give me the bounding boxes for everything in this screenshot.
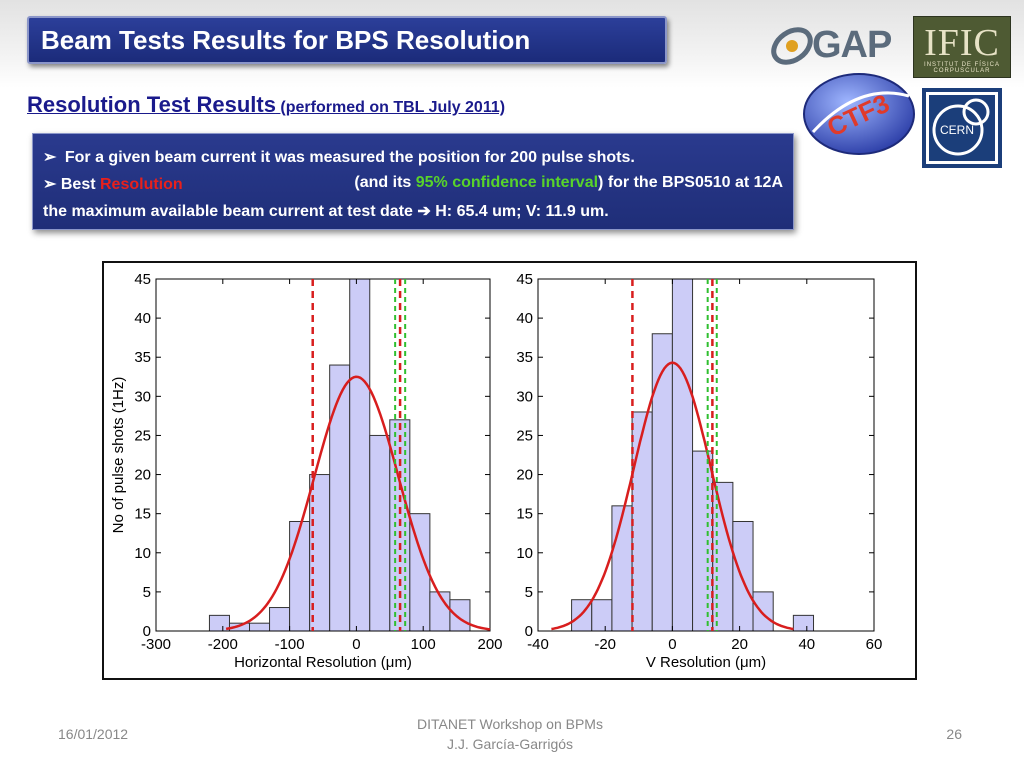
info-box: ➢ For a given beam current it was measur… xyxy=(32,133,794,230)
chart1-bar xyxy=(269,607,291,632)
chart2-ytick-label: 5 xyxy=(525,584,533,601)
chart-frame: 0 5 10 15 20 25 30 35 40 45 -300 -200 -100 0 100 200 Hor… xyxy=(102,261,917,680)
chart2-ytick-label: 35 xyxy=(516,349,533,366)
footer-line-1: DITANET Workshop on BPMs xyxy=(417,716,603,732)
chart1-xlabel: Horizontal Resolution (μm) xyxy=(234,654,412,671)
chart1-ytick-label: 35 xyxy=(134,349,151,366)
chart2-ytick-label: 15 xyxy=(516,506,533,523)
chart1-ytick-label: 30 xyxy=(134,388,151,405)
bullet-2-resolution: Resolution xyxy=(100,176,183,193)
chart1-xtick-label: 100 xyxy=(411,636,436,653)
chart2-bar xyxy=(611,505,633,632)
bullet-1-text: For a given beam current it was measured… xyxy=(64,149,635,166)
slide-title: Beam Tests Results for BPS Resolution xyxy=(41,25,531,55)
chart1-xtick-label: -100 xyxy=(275,636,305,653)
ific-logo-subtext: INSTITUT DE FÍSICA CORPUSCULAR xyxy=(924,62,1000,74)
chart2-xtick-label: 40 xyxy=(798,636,815,653)
page-number: 26 xyxy=(946,726,962,742)
cern-logo: CERN xyxy=(922,88,1002,168)
chart2-xtick-label: 60 xyxy=(866,636,883,653)
bullet-2-pre: Best xyxy=(60,176,96,193)
chart1-ytick-label: 40 xyxy=(134,310,151,327)
subtitle-paren: (performed on TBL July 2011) xyxy=(280,99,506,116)
chart2-bar xyxy=(651,333,673,632)
chart2-xtick-label: 0 xyxy=(668,636,676,653)
chart1-bar xyxy=(249,622,271,632)
title-banner: Beam Tests Results for BPS Resolution xyxy=(27,16,667,64)
footer-date: 16/01/2012 xyxy=(58,726,129,742)
chart2-bar xyxy=(692,450,714,632)
chart2-ytick-label: 0 xyxy=(525,623,533,640)
right-arrow-icon: ➔ xyxy=(417,203,431,220)
cern-logo-text: CERN xyxy=(940,123,974,137)
bullet-2-confidence: 95% confidence interval xyxy=(415,174,599,191)
chart1-ytick-label: 0 xyxy=(143,623,151,640)
subtitle: Resolution Test Results (performed on TB… xyxy=(27,92,505,118)
chart1-xtick-label: 0 xyxy=(352,636,360,653)
bullet-2-post: ) for the BPS0510 at 12A xyxy=(598,174,783,191)
bullet-3-text: the maximum available beam current at te… xyxy=(43,203,413,220)
chart2-bar xyxy=(591,599,613,632)
chart1-xtick-label: -200 xyxy=(208,636,238,653)
gap-logo-text: GAP xyxy=(812,24,892,66)
subtitle-main: Resolution Test Results xyxy=(27,92,276,117)
chart2-axes-box xyxy=(537,278,875,632)
chart1-ytick-label: 15 xyxy=(134,506,151,523)
chart2-xtick-label: 20 xyxy=(731,636,748,653)
bullet-arrow-icon: ➢ xyxy=(43,176,57,193)
footer-line-2: J.J. García-Garrigós xyxy=(446,736,574,752)
chart2-ytick-label: 20 xyxy=(516,467,533,484)
chart2-xtick-label: -40 xyxy=(527,636,549,653)
chart1-ytick-label: 20 xyxy=(134,467,151,484)
gap-ring-icon xyxy=(771,27,813,65)
chart1-ylabel: No of pulse shots (1Hz) xyxy=(110,377,127,534)
chart2-ytick-label: 10 xyxy=(516,545,533,562)
chart2-xlabel: V Resolution (μm) xyxy=(646,654,766,671)
ific-logo-text: IFIC xyxy=(924,22,1000,64)
chart1-ytick-label: 45 xyxy=(134,271,151,288)
chart2-bar xyxy=(712,481,734,632)
bullet-1: ➢ For a given beam current it was measur… xyxy=(43,147,635,167)
chart1-ytick-label: 25 xyxy=(134,427,151,444)
chart2-fit-curve xyxy=(551,361,794,631)
chart1-bar xyxy=(289,520,311,632)
chart2-bar xyxy=(671,278,694,632)
chart2-xtick-label: -20 xyxy=(594,636,616,653)
chart2-bar xyxy=(792,614,815,632)
chart1-bar xyxy=(349,278,371,632)
chart2-bar xyxy=(631,411,653,632)
chart2-ytick-label: 30 xyxy=(516,388,533,405)
chart1-bar xyxy=(329,364,351,632)
chart1-xtick-label: 200 xyxy=(477,636,502,653)
ctf3-logo: CTF3 xyxy=(803,73,915,155)
chart1-ytick-label: 5 xyxy=(143,584,151,601)
chart2-ytick-label: 25 xyxy=(516,427,533,444)
bullet-3-tail: H: 65.4 um; V: 11.9 um. xyxy=(435,203,609,220)
chart2-bar xyxy=(732,520,754,632)
bullet-2-mid: (and its xyxy=(354,174,412,191)
chart1-bar xyxy=(449,599,471,632)
chart2-bar xyxy=(752,591,774,632)
chart1-bar xyxy=(369,434,391,632)
gap-logo: GAP xyxy=(768,22,908,70)
chart1-fit-curve xyxy=(225,375,491,631)
chart2-ytick-label: 45 xyxy=(516,271,533,288)
chart1-ytick-label: 10 xyxy=(134,545,151,562)
chart2-ytick-label: 40 xyxy=(516,310,533,327)
chart1-xtick-label: -300 xyxy=(141,636,171,653)
chart1-axes-box xyxy=(155,278,491,632)
footer-center: DITANET Workshop on BPMs J.J. García-Gar… xyxy=(360,714,660,754)
bullet-arrow-icon: ➢ xyxy=(43,149,57,166)
bullet-2: ➢ Best Resolution (and its 95% confidenc… xyxy=(43,174,783,194)
ific-logo: IFIC INSTITUT DE FÍSICA CORPUSCULAR xyxy=(913,16,1011,78)
bullet-3: the maximum available beam current at te… xyxy=(43,201,609,221)
